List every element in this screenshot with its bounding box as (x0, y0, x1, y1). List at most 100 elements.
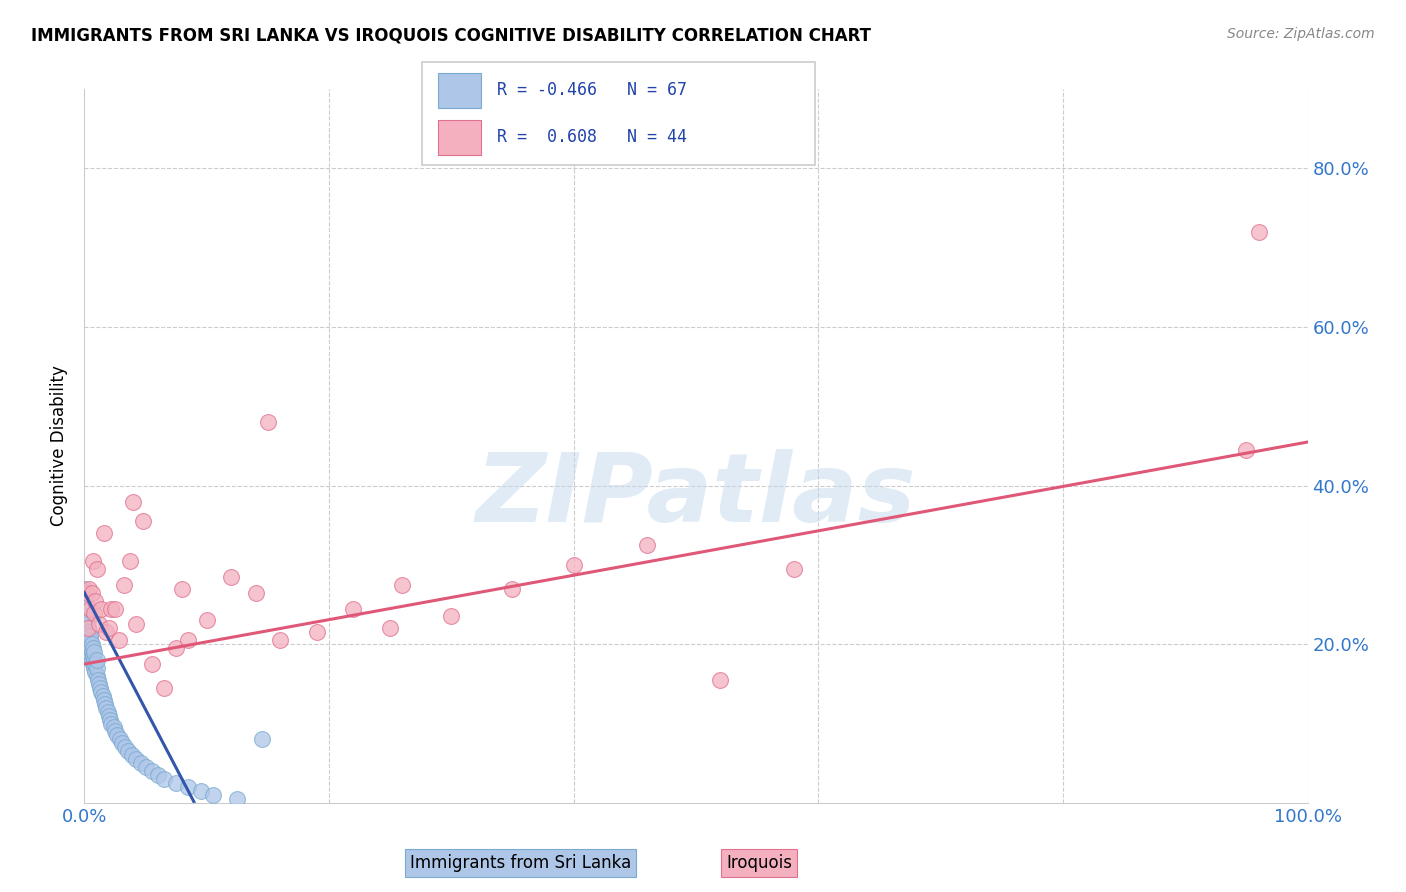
Point (75, 621, 97, 635)
Point (75, 625, 97, 640)
Point (108, 732, 131, 747)
Point (82, 649, 104, 664)
Point (79, 601, 101, 615)
Point (77, 645, 100, 659)
Point (89, 681, 111, 695)
Point (103, 721, 125, 735)
Point (250, 732, 273, 747)
Point (122, 494, 145, 508)
Point (79, 641, 101, 656)
Point (153, 772, 176, 786)
Point (269, 633, 291, 648)
Point (83, 645, 105, 659)
Point (201, 788, 224, 802)
Point (107, 633, 129, 648)
Point (118, 554, 141, 568)
Point (98, 713, 121, 727)
Point (135, 760, 157, 774)
Point (76, 585, 98, 599)
Bar (437, 120, 481, 155)
Text: Iroquois: Iroquois (727, 855, 792, 872)
Point (105, 728, 128, 742)
Point (79, 629, 101, 643)
Point (90, 685, 112, 699)
Point (97, 705, 120, 719)
Point (104, 724, 127, 739)
Point (177, 780, 200, 794)
Point (141, 764, 163, 778)
Point (1247, 225, 1270, 239)
Point (75, 598, 97, 612)
Text: Source: ZipAtlas.com: Source: ZipAtlas.com (1227, 27, 1375, 41)
Point (83, 661, 105, 675)
Point (79, 633, 101, 648)
Point (77, 641, 100, 656)
Bar (437, 73, 481, 108)
Point (114, 740, 136, 755)
Text: R =  0.608   N = 44: R = 0.608 N = 44 (496, 128, 686, 146)
Point (77, 614, 100, 628)
Point (80, 645, 103, 659)
Point (73, 582, 96, 596)
Point (380, 621, 402, 635)
Point (165, 641, 187, 656)
Point (77, 625, 100, 640)
Point (77, 582, 100, 596)
Point (84, 665, 107, 679)
Point (257, 415, 280, 429)
Point (87, 673, 110, 687)
Point (636, 538, 658, 552)
Point (226, 792, 249, 806)
Point (77, 637, 100, 651)
Point (305, 625, 328, 640)
Point (125, 617, 148, 632)
Point (93, 692, 115, 706)
Point (153, 681, 176, 695)
Point (82, 554, 104, 568)
Point (141, 657, 163, 671)
Point (82, 641, 104, 656)
Point (77, 629, 100, 643)
Point (86, 669, 108, 683)
Point (79, 649, 101, 664)
Point (76, 617, 98, 632)
Point (83, 653, 105, 667)
Point (195, 614, 218, 628)
Point (77, 621, 100, 635)
Point (80, 637, 103, 651)
Point (783, 562, 806, 576)
Text: R = -0.466   N = 67: R = -0.466 N = 67 (496, 81, 686, 99)
Point (121, 748, 143, 763)
Point (80, 653, 103, 667)
Point (77, 633, 100, 648)
Point (502, 582, 524, 596)
Point (86, 562, 108, 576)
Y-axis label: Cognitive Disability: Cognitive Disability (51, 366, 69, 526)
Point (100, 601, 122, 615)
Point (87, 617, 110, 632)
Point (83, 606, 105, 620)
Point (172, 582, 194, 596)
Text: ZIPatlas: ZIPatlas (475, 450, 917, 542)
Point (245, 585, 267, 599)
Point (86, 661, 108, 675)
Point (96, 625, 118, 640)
Point (165, 776, 187, 790)
Point (125, 752, 148, 766)
Text: IMMIGRANTS FROM SRI LANKA VS IROQUOIS COGNITIVE DISABILITY CORRELATION CHART: IMMIGRANTS FROM SRI LANKA VS IROQUOIS CO… (31, 27, 870, 45)
Point (91, 689, 114, 703)
Point (75, 609, 97, 624)
Point (86, 653, 108, 667)
Point (391, 578, 413, 592)
Point (219, 570, 242, 584)
Point (177, 633, 200, 648)
Point (82, 657, 104, 671)
Point (94, 697, 117, 711)
Point (112, 578, 135, 592)
Point (132, 514, 155, 528)
Point (111, 736, 134, 750)
Point (104, 601, 127, 615)
Point (440, 609, 463, 624)
Point (146, 768, 169, 782)
Text: Immigrants from Sri Lanka: Immigrants from Sri Lanka (409, 855, 631, 872)
